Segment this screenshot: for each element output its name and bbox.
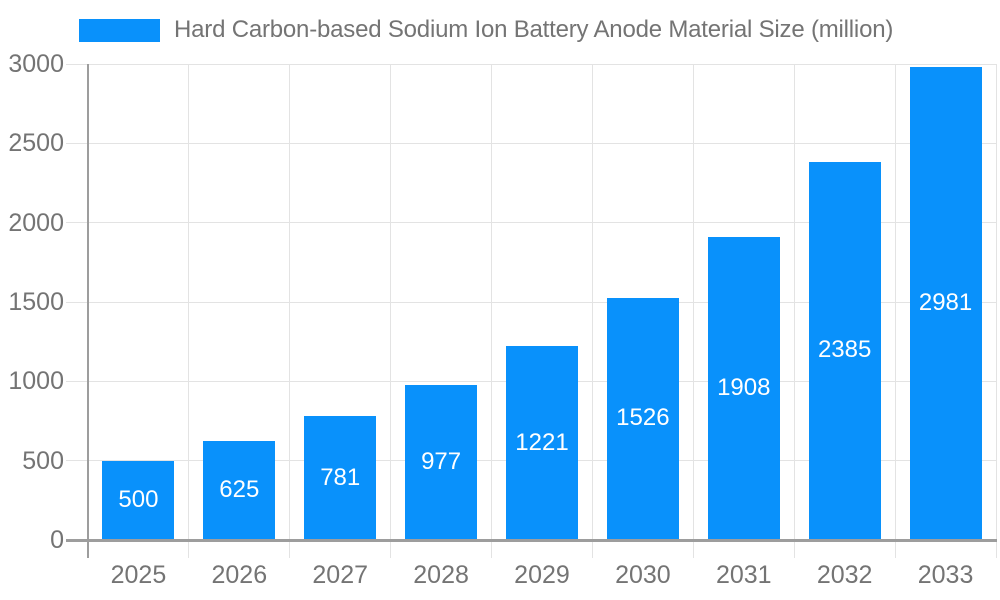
y-tick-label: 2000 bbox=[8, 208, 64, 237]
x-tick-label: 2032 bbox=[816, 561, 873, 589]
bar-value-label: 1526 bbox=[616, 404, 670, 432]
bar-value-label: 2981 bbox=[918, 288, 973, 316]
x-tick-label: 2029 bbox=[514, 561, 570, 589]
v-gridline bbox=[390, 64, 392, 558]
bar-value-label: 1908 bbox=[717, 374, 771, 402]
bar[interactable]: 500 bbox=[102, 460, 175, 539]
bar[interactable]: 1526 bbox=[606, 297, 679, 539]
y-tick-label: 1500 bbox=[8, 288, 64, 316]
x-tick-label: 2027 bbox=[312, 561, 369, 589]
h-gridline bbox=[66, 301, 997, 303]
bar[interactable]: 781 bbox=[304, 416, 377, 539]
bar-value-label: 781 bbox=[320, 463, 361, 491]
y-tick-label: 0 bbox=[50, 526, 64, 554]
chart-title: Hard Carbon-based Sodium Ion Battery Ano… bbox=[174, 16, 894, 43]
v-gridline bbox=[793, 64, 795, 558]
bar[interactable]: 1908 bbox=[707, 237, 780, 539]
x-tick-label: 2026 bbox=[211, 561, 268, 589]
bar-value-label: 1221 bbox=[515, 428, 569, 456]
bar-value-label: 500 bbox=[118, 485, 159, 513]
bar-value-label: 977 bbox=[421, 447, 462, 475]
y-tick-label: 1000 bbox=[8, 367, 64, 396]
bar[interactable]: 977 bbox=[405, 384, 478, 539]
y-tick-label: 3000 bbox=[8, 50, 64, 78]
v-gridline bbox=[692, 64, 694, 558]
bar[interactable]: 2385 bbox=[808, 161, 881, 539]
bar[interactable]: 1221 bbox=[506, 346, 578, 539]
x-axis-line bbox=[66, 539, 997, 542]
v-gridline bbox=[491, 64, 493, 558]
v-gridline bbox=[188, 64, 190, 558]
bar[interactable]: 625 bbox=[203, 440, 276, 539]
h-gridline bbox=[66, 63, 997, 65]
v-gridline bbox=[894, 64, 896, 558]
x-tick-label: 2031 bbox=[715, 561, 772, 589]
bar-value-label: 2385 bbox=[817, 336, 872, 364]
x-tick-label: 2030 bbox=[615, 561, 671, 589]
v-gridline bbox=[995, 64, 997, 558]
h-gridline bbox=[66, 222, 997, 224]
y-tick-label: 500 bbox=[22, 446, 64, 475]
x-tick-label: 2028 bbox=[413, 561, 469, 589]
x-tick-label: 2025 bbox=[110, 561, 167, 589]
v-gridline bbox=[289, 64, 291, 558]
h-gridline bbox=[66, 142, 997, 144]
y-axis-line bbox=[87, 64, 89, 558]
x-tick-label: 2033 bbox=[917, 561, 974, 589]
bar[interactable]: 2981 bbox=[909, 67, 982, 539]
v-gridline bbox=[591, 64, 593, 558]
legend-swatch[interactable] bbox=[79, 18, 160, 42]
chart-legend[interactable]: Hard Carbon-based Sodium Ion Battery Ano… bbox=[79, 16, 893, 44]
bar-value-label: 625 bbox=[219, 475, 260, 503]
y-tick-label: 2500 bbox=[8, 129, 64, 158]
